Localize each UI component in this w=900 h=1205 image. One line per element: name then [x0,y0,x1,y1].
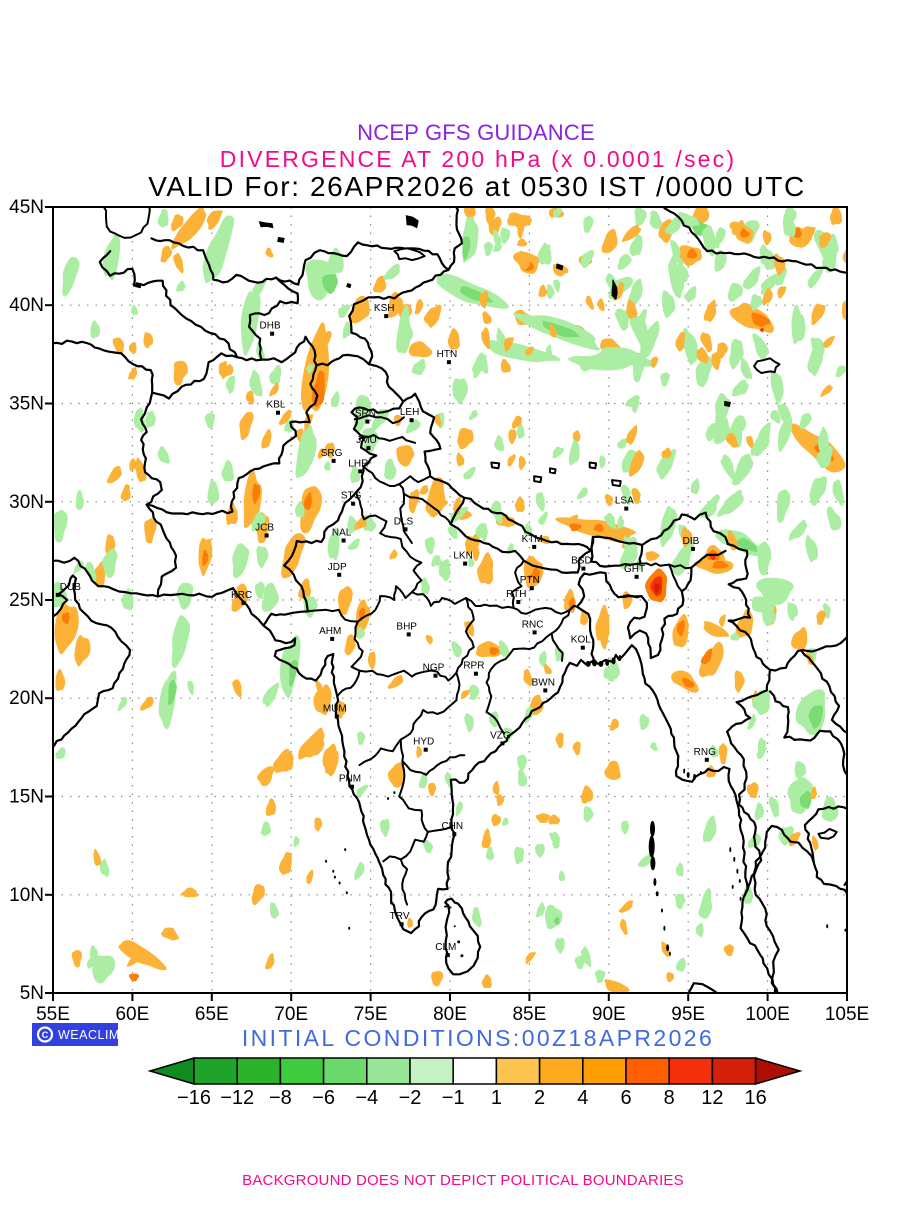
svg-text:KSH: KSH [374,303,395,314]
svg-text:5N: 5N [20,983,44,1004]
svg-text:4: 4 [577,1087,588,1109]
svg-text:LHR: LHR [348,458,368,469]
svg-text:INITIAL CONDITIONS:00Z18APR202: INITIAL CONDITIONS:00Z18APR2026 [242,1025,714,1051]
svg-text:−4: −4 [355,1087,378,1109]
svg-text:MUM: MUM [323,704,347,715]
svg-text:BWN: BWN [532,677,555,688]
svg-text:VZG: VZG [490,730,511,741]
svg-text:RTH: RTH [506,589,526,600]
svg-text:105E: 105E [825,1004,869,1025]
svg-text:8: 8 [664,1087,675,1109]
svg-text:LEH: LEH [400,407,419,418]
svg-text:DHB: DHB [260,321,281,332]
svg-text:KBL: KBL [267,400,286,411]
svg-text:35N: 35N [9,394,44,415]
svg-text:−2: −2 [399,1087,422,1109]
svg-text:JCB: JCB [255,523,274,534]
svg-text:GHT: GHT [624,564,645,575]
svg-text:VALID For: 26APR2026 at 0530 I: VALID For: 26APR2026 at 0530 IST /0000 U… [148,171,806,202]
svg-text:HYD: HYD [413,737,434,748]
svg-text:BHP: BHP [396,621,417,632]
svg-text:KRC: KRC [231,590,252,601]
svg-text:−8: −8 [269,1087,292,1109]
svg-text:NAL: NAL [332,528,352,539]
svg-text:KOL: KOL [571,635,591,646]
svg-text:NCEP GFS GUIDANCE: NCEP GFS GUIDANCE [357,120,595,145]
svg-text:KTM: KTM [522,534,543,545]
svg-text:95E: 95E [671,1004,705,1025]
svg-text:−12: −12 [220,1087,254,1109]
svg-text:STG: STG [341,491,362,502]
svg-text:HTN: HTN [437,349,458,360]
svg-text:JMU: JMU [356,435,377,446]
svg-text:C: C [42,1030,49,1040]
svg-text:PNM: PNM [339,774,361,785]
svg-text:15N: 15N [9,787,44,808]
svg-text:1: 1 [491,1087,502,1109]
svg-text:55E: 55E [36,1004,70,1025]
svg-text:RPR: RPR [463,661,484,672]
svg-text:20N: 20N [9,688,44,709]
svg-text:WEACLIM: WEACLIM [58,1028,120,1042]
svg-text:65E: 65E [195,1004,229,1025]
svg-text:100E: 100E [745,1004,789,1025]
svg-text:16: 16 [744,1087,766,1109]
svg-text:6: 6 [620,1087,631,1109]
svg-text:JDP: JDP [328,562,347,573]
svg-text:NGP: NGP [423,663,445,674]
svg-text:12: 12 [701,1087,723,1109]
svg-text:45N: 45N [9,197,44,218]
svg-text:DIVERGENCE AT 200 hPa (x 0.000: DIVERGENCE AT 200 hPa (x 0.0001 /sec) [220,146,736,172]
svg-text:60E: 60E [115,1004,149,1025]
svg-text:70E: 70E [274,1004,308,1025]
svg-text:DLS: DLS [394,516,414,527]
svg-text:25N: 25N [9,590,44,611]
svg-text:LSA: LSA [615,496,634,507]
svg-text:CLM: CLM [435,942,456,953]
svg-text:RNG: RNG [694,747,716,758]
svg-text:75E: 75E [354,1004,388,1025]
svg-text:DIB: DIB [683,536,700,547]
svg-text:CHN: CHN [441,821,463,832]
svg-text:LKN: LKN [453,551,472,562]
svg-text:80E: 80E [433,1004,467,1025]
svg-text:40N: 40N [9,295,44,316]
svg-text:10N: 10N [9,885,44,906]
svg-text:SRG: SRG [321,448,343,459]
svg-text:30N: 30N [9,492,44,513]
svg-text:−16: −16 [177,1087,211,1109]
svg-text:SRN: SRN [355,409,376,420]
svg-text:−1: −1 [442,1087,465,1109]
svg-text:TRV: TRV [390,911,410,922]
svg-text:2: 2 [534,1087,545,1109]
svg-text:DUB: DUB [60,582,81,593]
svg-text:85E: 85E [512,1004,546,1025]
svg-text:PTN: PTN [520,575,540,586]
svg-text:BSD: BSD [571,556,592,567]
svg-text:RNC: RNC [522,619,544,630]
svg-text:−6: −6 [312,1087,335,1109]
svg-text:BACKGROUND DOES NOT DEPICT POL: BACKGROUND DOES NOT DEPICT POLITICAL BOU… [242,1172,684,1189]
svg-text:90E: 90E [592,1004,626,1025]
svg-text:AHM: AHM [319,626,341,637]
